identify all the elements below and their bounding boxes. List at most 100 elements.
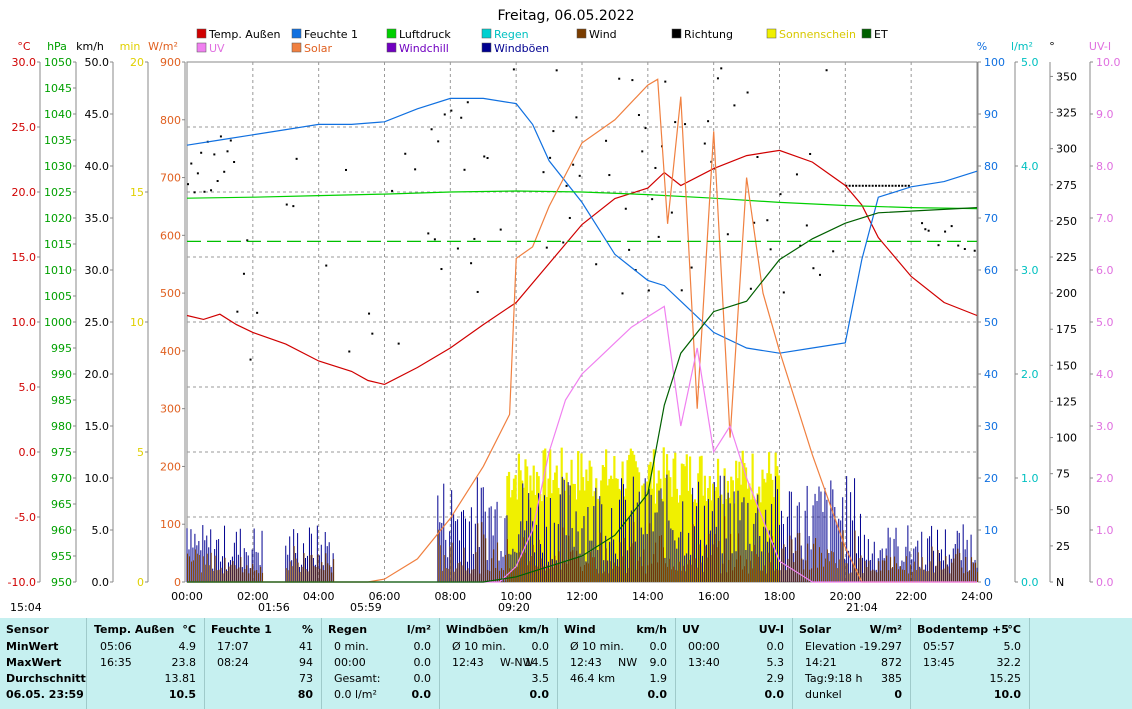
avg-value: 3.5 (531, 672, 550, 685)
row-label-avg: Durchschnitt (6, 672, 86, 685)
legend-swatch (576, 28, 587, 39)
time-markers: 15:04 01:56 05:59 09:20 21:04 (10, 601, 878, 614)
direction-point (631, 79, 634, 82)
row-label-max: MaxWert (6, 656, 62, 669)
direction-point (865, 184, 868, 187)
rain-tick-label: 3.0 (1021, 264, 1039, 277)
avg-value: 1.9 (649, 672, 668, 685)
avg-value: 73 (299, 672, 313, 685)
sunshine-bar (639, 502, 642, 582)
direction-point (894, 184, 897, 187)
direction-point (433, 238, 436, 241)
sunshine-bar (591, 496, 595, 582)
uv-tick-label: 9.0 (1096, 108, 1114, 121)
direction-point (190, 162, 193, 165)
time-marker: 05:59 (350, 601, 382, 614)
legend-label: UV (209, 42, 225, 55)
direction-point (871, 184, 874, 187)
stats-header: Regen (328, 623, 368, 636)
direction-point (427, 232, 430, 235)
direction-tick-label: 75 (1056, 468, 1070, 481)
sunshine-bar (669, 477, 672, 582)
direction-point (805, 224, 808, 227)
stats-header: Feuchte 1 (211, 623, 272, 636)
sunshine-bar (661, 498, 664, 582)
legend-swatch (766, 28, 777, 39)
stats-unit: % (301, 623, 313, 636)
direction-point (769, 248, 772, 251)
sunshine-bar (761, 469, 764, 582)
avg-value: 0.0 (413, 672, 432, 685)
direction-point (825, 69, 828, 72)
pressure-tick-label: 1040 (44, 108, 72, 121)
series-solar (187, 78, 977, 583)
time-marker: 21:04 (846, 601, 878, 614)
direction-point (904, 184, 907, 187)
humidity-tick-label: 20 (984, 472, 998, 485)
direction-tick-label: 200 (1056, 287, 1077, 300)
pressure-tick-label: 955 (51, 550, 72, 563)
stats-col-col5: Windböen km/h Ø 10 min. 0.0 12:43 W-NW 14.5 3.5… (440, 618, 558, 709)
time-marker: 09:20 (498, 601, 530, 614)
rain-tick-label: 4.0 (1021, 160, 1039, 173)
sunshine-bar (530, 490, 534, 582)
sunshine-bar (554, 472, 557, 582)
sunshine-bar (646, 481, 649, 582)
direction-tick-label: 225 (1056, 251, 1077, 264)
legend-swatch (481, 42, 492, 53)
direction-point (391, 189, 394, 192)
direction-point (552, 130, 555, 133)
direction-point (295, 157, 298, 160)
direction-point (782, 291, 785, 294)
direction-point (881, 184, 884, 187)
sunshine-bar (735, 460, 738, 582)
sunshine-bar (534, 494, 537, 582)
direction-point (473, 237, 476, 240)
direction-point (921, 222, 924, 225)
sunshine-bar (540, 501, 544, 582)
sunshine-bar (702, 495, 705, 582)
legend-label: Luftdruck (399, 28, 451, 41)
direction-point (229, 139, 232, 142)
pressure-tick-label: 950 (51, 576, 72, 589)
direction-tick-label: 175 (1056, 323, 1077, 336)
temp-tick-label: -5.0 (15, 511, 36, 524)
sunshine-bar (608, 478, 611, 582)
rain-tick-label: 5.0 (1021, 56, 1039, 69)
rain-tick-label: 2.0 (1021, 368, 1039, 381)
min-value: 5.0 (1003, 640, 1022, 653)
avg-value: 13.81 (164, 672, 197, 685)
direction-point (618, 77, 621, 80)
sunshine-bar (766, 473, 769, 582)
max-time: 12:43 (570, 656, 602, 669)
max-time: 13:45 (923, 656, 955, 669)
sunshine-bar (517, 453, 521, 582)
direction-point (256, 311, 259, 314)
time-marker: 01:56 (258, 601, 290, 614)
direction-tick-label: N (1056, 576, 1064, 589)
humidity-tick-label: 10 (984, 524, 998, 537)
sunshine-bar (718, 496, 721, 582)
direction-point (542, 171, 545, 174)
direction-point (440, 268, 443, 271)
series-temp-au-en (186, 149, 978, 386)
sunshine-bar (684, 466, 687, 582)
sunshine-bar (550, 493, 553, 582)
direction-point (575, 116, 578, 119)
series-et (187, 207, 978, 583)
sunshine-bar (514, 475, 517, 582)
legend-swatch (386, 28, 397, 39)
sunshine-bar (621, 461, 624, 582)
time-marker: 15:04 (10, 601, 42, 614)
avg-label: 46.4 km (570, 672, 616, 685)
sun-tick-label: 10 (130, 316, 144, 329)
direction-point (898, 184, 900, 187)
humidity-tick-label: 30 (984, 420, 998, 433)
sunshine-bar (731, 480, 734, 582)
pressure-tick-label: 1050 (44, 56, 72, 69)
current-value: 0.0 (411, 688, 432, 701)
humidity-tick-label: 100 (984, 56, 1005, 69)
stats-header: Wind (564, 623, 596, 636)
direction-tick-label: 250 (1056, 215, 1077, 228)
humidity-axis-unit: % (977, 40, 987, 53)
